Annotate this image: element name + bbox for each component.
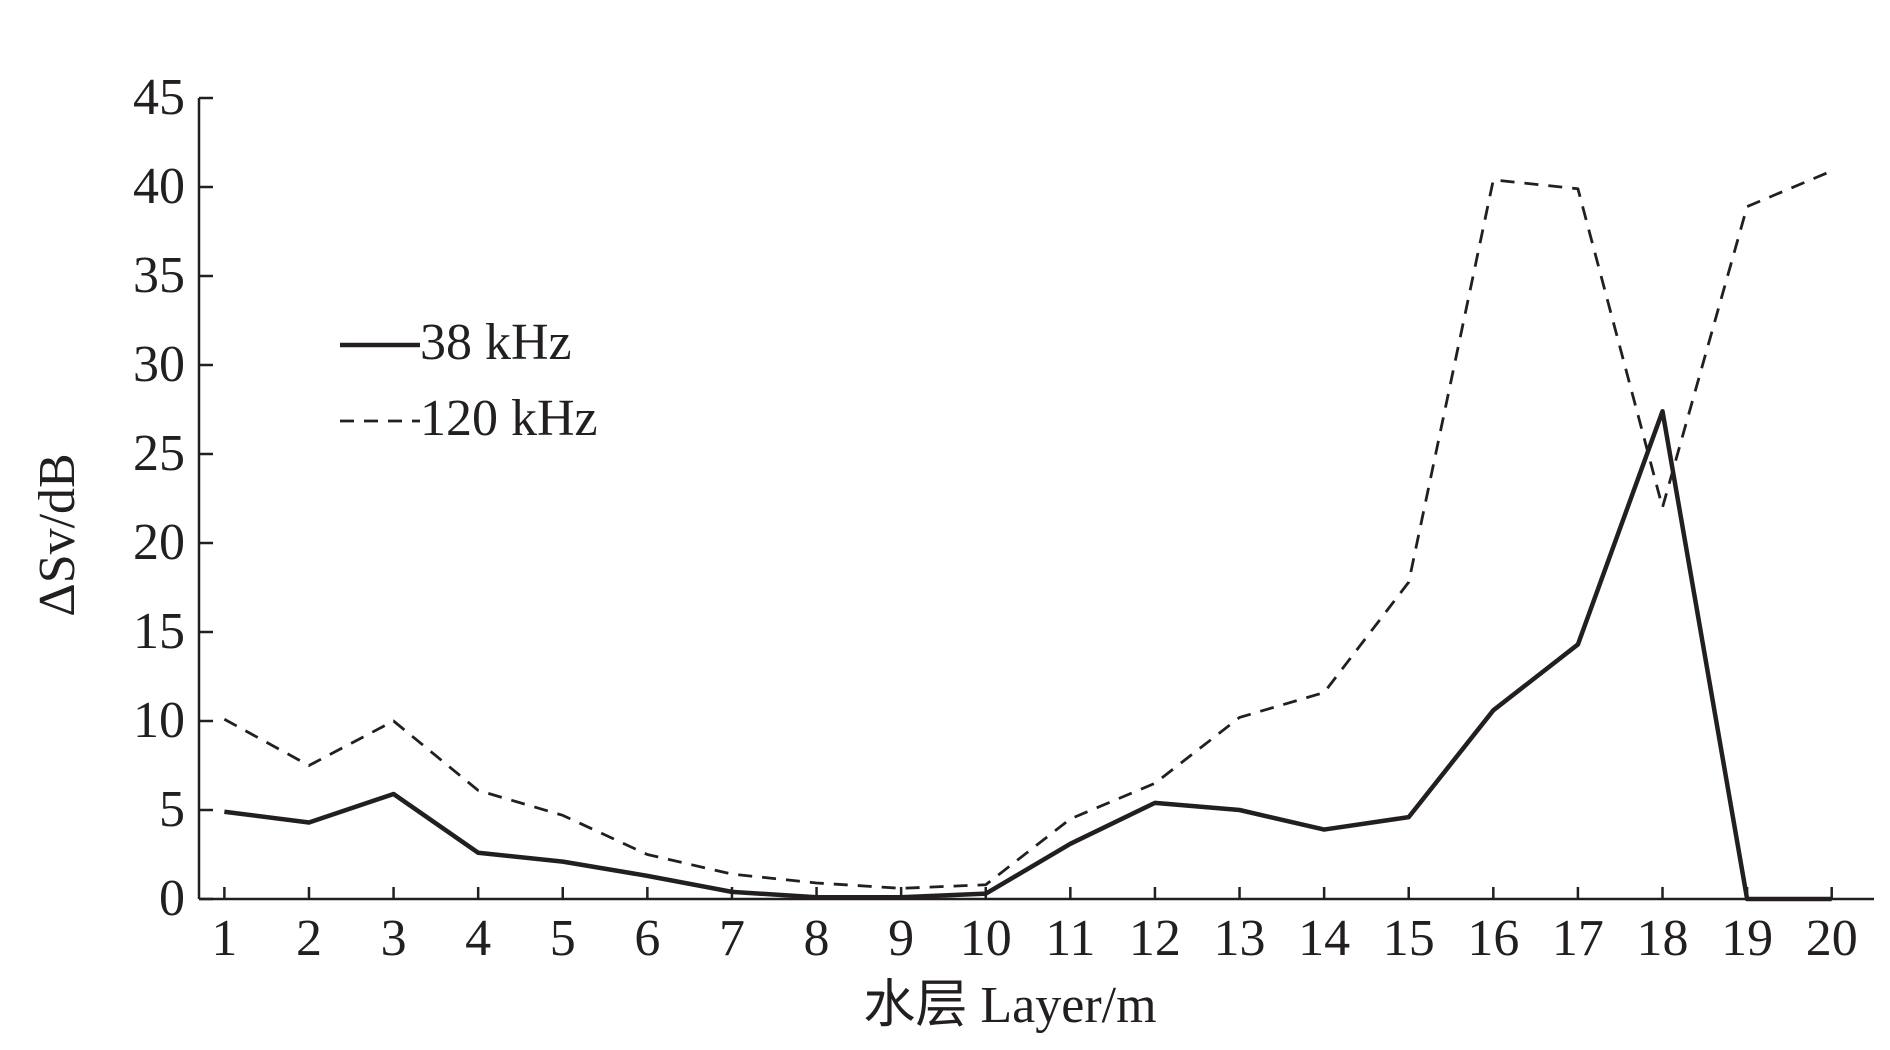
y-tick-label: 20: [133, 514, 185, 571]
y-tick-label: 5: [159, 781, 185, 838]
series-line: [224, 409, 1832, 902]
series-line: [223, 169, 1833, 890]
y-tick-label: 30: [133, 336, 185, 393]
x-tick-label: 7: [719, 910, 745, 967]
y-tick-label: 25: [133, 425, 185, 482]
x-tick-label: 5: [550, 910, 576, 967]
y-tick-label: 15: [133, 603, 185, 660]
x-tick-label: 15: [1383, 910, 1435, 967]
x-tick-label: 14: [1298, 910, 1350, 967]
x-tick-label: 2: [296, 910, 322, 967]
y-axis-label: ΔSv/dB: [29, 453, 86, 617]
x-tick-label: 13: [1214, 910, 1266, 967]
x-tick-label: 16: [1467, 910, 1519, 967]
y-tick-label: 45: [133, 69, 185, 126]
x-tick-label: 12: [1129, 910, 1181, 967]
legend-label: 38 kHz: [420, 314, 572, 371]
y-tick-label: 40: [133, 158, 185, 215]
x-tick-label: 3: [381, 910, 407, 967]
y-tick-label: 10: [133, 692, 185, 749]
y-tick-label: 35: [133, 247, 185, 304]
x-tick-label: 1: [211, 910, 237, 967]
x-tick-label: 20: [1806, 910, 1858, 967]
legend-label: 120 kHz: [420, 390, 598, 447]
x-tick-label: 6: [634, 910, 660, 967]
x-tick-label: 10: [960, 910, 1012, 967]
x-tick-label: 4: [465, 910, 491, 967]
x-tick-label: 8: [804, 910, 830, 967]
x-tick-label: 19: [1721, 910, 1773, 967]
x-tick-label: 9: [888, 910, 914, 967]
y-tick-label: 0: [159, 870, 185, 927]
x-tick-label: 11: [1045, 910, 1095, 967]
x-tick-label: 18: [1637, 910, 1689, 967]
x-axis-label: 水层 Layer/m: [863, 977, 1156, 1034]
x-tick-label: 17: [1552, 910, 1604, 967]
